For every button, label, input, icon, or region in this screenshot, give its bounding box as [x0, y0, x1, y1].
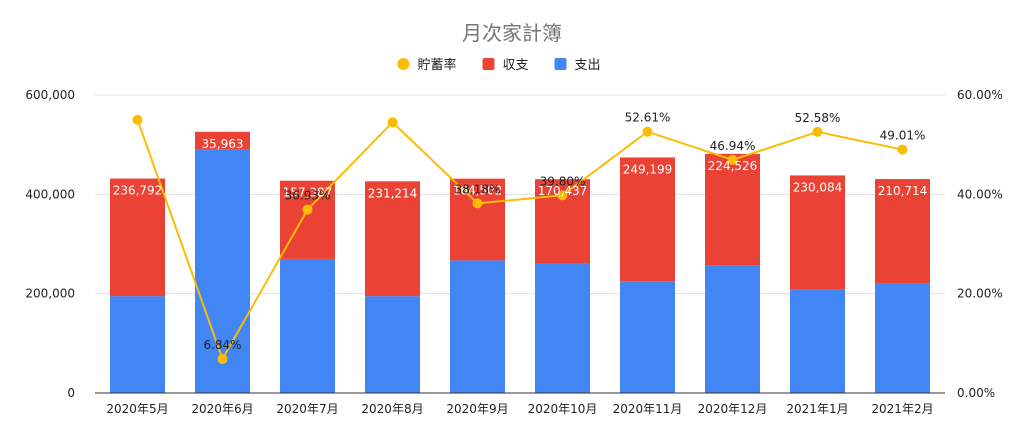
y-right-tick-label: 40.00% — [957, 187, 1003, 201]
bar-balance — [705, 153, 760, 266]
legend-label: 支出 — [575, 58, 601, 73]
savings-rate-label: 39.80% — [540, 174, 586, 188]
bar-value-label: 210,714 — [878, 184, 928, 198]
y-left-tick-label: 400,000 — [25, 187, 75, 201]
bar-value-label: 230,084 — [793, 180, 843, 194]
x-tick-label: 2021年2月 — [871, 402, 933, 416]
x-tick-label: 2020年11月 — [613, 402, 683, 416]
bar-expense — [620, 281, 675, 393]
y-left-tick-label: 600,000 — [25, 88, 75, 102]
savings-rate-point — [897, 144, 908, 155]
chart-title: 月次家計簿 — [462, 21, 562, 45]
bar-balance — [195, 131, 250, 150]
savings-rate-label: 36.93% — [285, 189, 331, 203]
y-right-tick-label: 20.00% — [957, 287, 1003, 301]
legend-swatch — [397, 58, 410, 70]
bar-balance — [450, 178, 505, 261]
bar-value-label: 164,502 — [453, 184, 503, 198]
savings-rate-point — [132, 114, 143, 125]
savings-rate-label: 52.61% — [625, 111, 671, 125]
bar-expense — [790, 289, 845, 393]
legend-item: 支出 — [554, 58, 601, 73]
legend-swatch — [482, 58, 495, 70]
bar-value-label: 249,199 — [623, 162, 673, 176]
savings-rate-point — [727, 154, 738, 165]
x-tick-label: 2020年12月 — [698, 402, 768, 416]
data-labels: 236,792 35,963 157,387 231,214 164,502 170,43… — [113, 111, 928, 352]
savings-rate-point — [557, 190, 568, 201]
bar-expense — [535, 263, 590, 393]
savings-rate-point — [217, 354, 228, 365]
bar-expense — [280, 258, 335, 393]
legend-item: 貯蓄率 — [397, 57, 457, 73]
x-tick-label: 2020年8月 — [361, 402, 423, 416]
bar-expense — [705, 265, 760, 393]
savings-rate-point — [642, 126, 653, 137]
savings-rate-polyline — [136, 119, 903, 362]
x-tick-label: 2020年9月 — [446, 402, 508, 416]
savings-rate-line — [132, 114, 908, 365]
legend-label: 貯蓄率 — [418, 57, 457, 73]
bar-balance — [280, 180, 335, 259]
savings-rate-label: 52.58% — [795, 111, 841, 125]
bar-balance — [620, 157, 675, 282]
savings-rate-point — [472, 198, 483, 209]
bar-value-label: 231,214 — [368, 186, 418, 200]
x-tick-label: 2020年10月 — [528, 402, 598, 416]
savings-rate-label: 49.01% — [880, 129, 926, 143]
axes: 0 200,000 400,000 600,000 0.00% 20.00% 40.00% 6… — [25, 88, 1002, 416]
bar-balance — [110, 178, 165, 297]
savings-rate-point — [812, 126, 823, 137]
bar-expense — [110, 296, 165, 393]
legend-swatch — [554, 58, 567, 70]
bar-expense — [450, 260, 505, 393]
bar-balance — [365, 181, 420, 297]
x-tick-label: 2020年7月 — [276, 402, 338, 416]
y-right-tick-label: 60.00% — [957, 88, 1003, 102]
bar-balance — [875, 179, 930, 284]
savings-rate-point — [302, 204, 313, 215]
bar-value-label: 35,963 — [202, 137, 244, 151]
bar-value-label: 224,526 — [708, 159, 758, 173]
savings-rate-label: 46.94% — [710, 139, 756, 153]
savings-rate-label: 38.18% — [455, 182, 501, 196]
legend-label: 収支 — [503, 58, 529, 73]
bar-value-label: 157,387 — [283, 186, 333, 200]
y-right-tick-label: 0.00% — [957, 386, 995, 400]
y-left-tick-label: 200,000 — [25, 287, 75, 301]
bar-expense — [875, 283, 930, 393]
bars — [110, 131, 930, 393]
savings-rate-point — [387, 117, 398, 128]
x-tick-label: 2020年5月 — [106, 402, 168, 416]
bar-value-label: 236,792 — [113, 184, 163, 198]
bar-expense — [365, 296, 420, 393]
legend-item: 収支 — [482, 58, 529, 73]
bar-balance — [790, 175, 845, 290]
y-left-tick-label: 0 — [67, 386, 75, 400]
bar-expense — [195, 149, 250, 393]
bar-value-label: 170,437 — [538, 184, 588, 198]
savings-rate-label: 6.84% — [203, 338, 241, 352]
x-tick-label: 2020年6月 — [191, 402, 253, 416]
legend: 貯蓄率 収支 支出 — [397, 57, 601, 73]
x-tick-label: 2021年1月 — [786, 402, 848, 416]
